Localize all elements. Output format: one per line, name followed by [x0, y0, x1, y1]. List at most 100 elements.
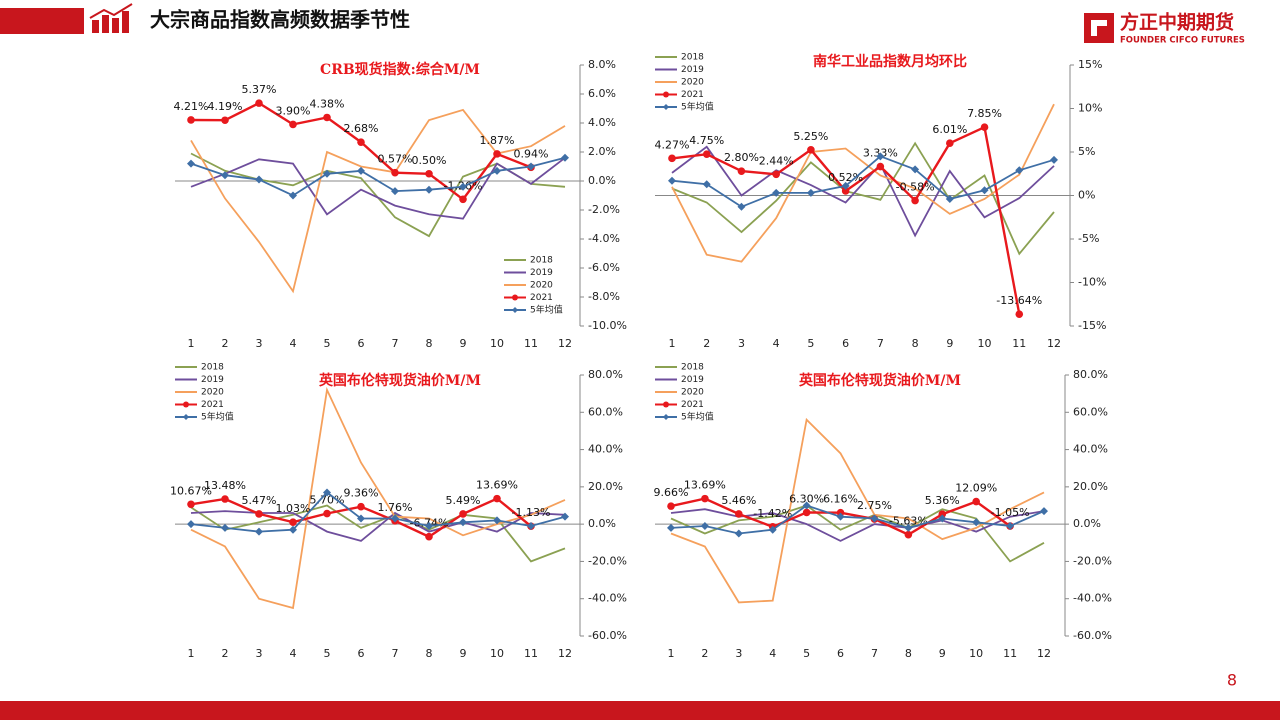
point	[904, 523, 913, 532]
data-label: 10.67%	[170, 484, 212, 497]
point	[737, 202, 746, 211]
y-tick-label: 10%	[1078, 102, 1102, 115]
x-tick-label: 7	[392, 337, 399, 350]
point	[1015, 310, 1024, 318]
data-label: 2.80%	[724, 151, 759, 164]
x-tick-label: 5	[807, 337, 814, 350]
data-label: 5.36%	[925, 494, 960, 507]
x-tick-label: 12	[1047, 337, 1061, 350]
legend-label: 5年均值	[530, 304, 563, 316]
data-label: 1.76%	[378, 501, 413, 514]
y-tick-label: -40.0%	[1073, 592, 1112, 605]
point	[972, 518, 981, 527]
y-tick-label: -5%	[1078, 232, 1099, 245]
y-tick-label: 15%	[1078, 58, 1102, 71]
x-tick-label: 9	[460, 337, 467, 350]
legend-marker	[663, 104, 669, 110]
legend-label: 5年均值	[681, 411, 714, 423]
point	[323, 113, 331, 122]
x-tick-label: 4	[290, 337, 297, 350]
point	[391, 514, 399, 523]
point	[806, 188, 815, 197]
x-tick-label: 11	[1012, 337, 1026, 350]
point	[187, 116, 195, 124]
y-tick-label: -20.0%	[588, 554, 627, 567]
logo	[1084, 13, 1114, 43]
page-title: 大宗商品指数高频数据季节性	[150, 8, 410, 32]
x-tick-label: 1	[668, 647, 675, 660]
legend-label: 2021	[681, 90, 704, 100]
y-tick-label: 0%	[1078, 189, 1095, 202]
point	[493, 494, 501, 503]
point	[323, 509, 331, 518]
x-tick-label: 3	[256, 337, 263, 350]
data-label: 1.03%	[276, 502, 311, 515]
point	[221, 523, 229, 532]
point	[702, 180, 711, 189]
x-tick-label: 11	[524, 647, 538, 660]
point	[667, 502, 675, 510]
legend-label: 2021	[681, 400, 704, 410]
data-label: 13.69%	[684, 479, 726, 492]
y-tick-label: -2.0%	[588, 203, 620, 216]
point	[1015, 166, 1024, 175]
x-tick-label: 5	[803, 647, 810, 660]
point	[841, 181, 850, 190]
data-label: -0.58%	[896, 181, 935, 194]
point	[734, 529, 743, 538]
point	[255, 527, 263, 536]
legend-label: 2020	[201, 388, 224, 398]
x-tick-label: 9	[460, 647, 467, 660]
data-label: 13.69%	[476, 479, 518, 492]
data-label: 4.38%	[310, 97, 345, 110]
page-number: 8	[1227, 671, 1237, 690]
series-line	[671, 103, 1055, 263]
point	[357, 514, 365, 523]
point	[802, 501, 811, 510]
data-label: -1.13%	[512, 506, 551, 519]
point	[667, 523, 675, 532]
data-label: 2.75%	[857, 499, 892, 512]
point	[802, 508, 811, 517]
data-label: 6.01%	[932, 123, 967, 136]
data-label: 5.37%	[242, 83, 277, 96]
y-tick-label: 20.0%	[1073, 480, 1108, 493]
point	[807, 146, 815, 154]
data-label: 4.19%	[208, 100, 243, 113]
point	[841, 187, 850, 195]
y-tick-label: 5%	[1078, 145, 1095, 158]
series-line	[671, 141, 1055, 256]
y-tick-label: 6.0%	[588, 87, 616, 100]
data-label: -1.42%	[753, 507, 792, 520]
x-tick-label: 5	[324, 337, 331, 350]
y-tick-label: -60.0%	[588, 629, 627, 642]
data-label: 1.87%	[480, 134, 515, 147]
point	[735, 510, 743, 518]
legend-label: 2019	[530, 268, 553, 278]
series-line	[190, 156, 566, 197]
series-line	[670, 504, 1045, 535]
data-label: 4.21%	[174, 100, 209, 113]
x-tick-label: 12	[558, 647, 572, 660]
point	[187, 159, 195, 168]
point	[425, 532, 433, 541]
point	[561, 512, 569, 521]
point	[289, 525, 297, 534]
point	[459, 510, 467, 518]
data-label: 5.47%	[242, 494, 277, 507]
point	[493, 166, 501, 175]
point	[946, 139, 954, 148]
legend-marker	[512, 294, 518, 301]
x-tick-label: 1	[669, 337, 676, 350]
point	[772, 170, 780, 179]
point	[972, 497, 980, 506]
point	[493, 516, 501, 525]
point	[459, 182, 467, 191]
legend-label: 2019	[201, 375, 224, 385]
legend-label: 2019	[681, 65, 704, 75]
series-line	[190, 491, 566, 533]
y-tick-label: 80.0%	[1073, 368, 1108, 381]
point	[323, 169, 331, 178]
y-tick-label: -15%	[1078, 319, 1106, 332]
x-tick-label: 4	[290, 647, 297, 660]
